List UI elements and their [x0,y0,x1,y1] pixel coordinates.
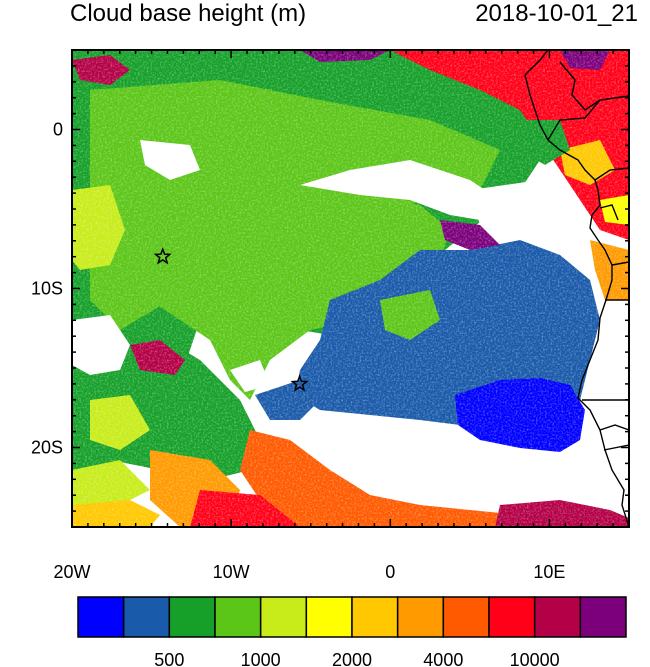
colorbar-swatch [168,596,216,638]
colorbar-swatch [351,596,399,638]
y-tick-label: 20S [31,438,63,458]
colorbar-swatch [214,596,262,638]
colorbar-swatch [442,596,490,638]
colorbar-label: 500 [154,650,184,667]
colorbar-label: 1000 [241,650,281,667]
colorbar-swatch [533,596,582,638]
colorbar-label: 2000 [332,650,372,667]
colorbar-swatch [77,596,125,638]
x-tick-label: 20W [53,562,90,582]
y-tick-label: 10S [31,279,63,299]
axis-tick-labels: 20W 10W 0 10E 0 10S 20S [31,120,565,583]
x-tick-label: 0 [385,562,395,582]
y-tick-label: 0 [53,120,63,140]
coastline [524,50,629,527]
colorbar-swatch [488,596,536,638]
colorbar-swatch [396,596,445,638]
colorbar-label: 4000 [423,650,463,667]
colorbar-swatch [579,596,627,638]
colorbar: 500 1000 2000 4000 10000 [77,596,627,667]
axis-ticks [71,49,630,528]
x-tick-label: 10E [533,562,565,582]
star-marker [290,374,309,392]
colorbar-swatch [259,596,308,638]
colorbar-label: 10000 [510,650,560,667]
cloud-field [72,50,629,527]
map-title: Cloud base height (m) [70,0,307,27]
x-tick-label: 10W [213,562,250,582]
star-marker [153,247,172,265]
colorbar-swatch [305,596,353,638]
colorbar-swatch [122,596,171,638]
station-markers [153,247,309,392]
map-timestamp: 2018-10-01_21 [475,0,638,27]
